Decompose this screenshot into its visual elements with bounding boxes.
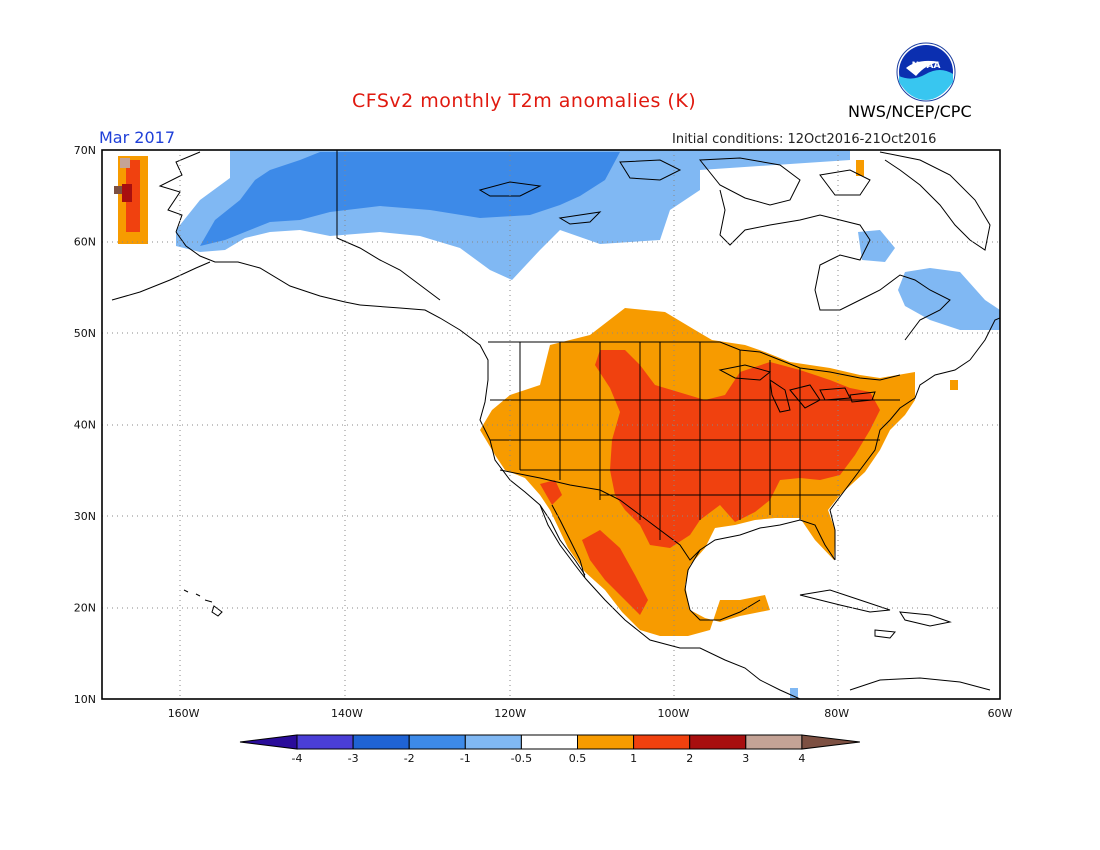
lat-label-40N: 40N (74, 419, 96, 432)
graticule (102, 150, 1000, 699)
colorbar-label: -0.5 (511, 752, 532, 765)
lon-label-160W: 160W (168, 707, 200, 720)
colorbar-box (520, 734, 579, 750)
lat-label-70N: 70N (74, 144, 96, 157)
lon-label-100W: 100W (658, 707, 690, 720)
lat-label-50N: 50N (74, 327, 96, 340)
colorbar-label: -4 (292, 752, 303, 765)
colorbar-box (745, 734, 803, 750)
colorbar-box (464, 734, 522, 750)
warm-region-strong (595, 350, 880, 548)
lat-label-20N: 20N (74, 602, 96, 615)
colorbar-label: 2 (686, 752, 693, 765)
colorbar-box (689, 734, 747, 750)
colorbar-low-arrow (239, 734, 298, 750)
colorbar-label: -3 (348, 752, 359, 765)
valid-month: Mar 2017 (99, 128, 175, 147)
initial-conditions: Initial conditions: 12Oct2016-21Oct2016 (672, 132, 937, 147)
colorbar-box (633, 734, 691, 750)
lon-label-80W: 80W (824, 707, 849, 720)
colorbar-label: 4 (798, 752, 805, 765)
colorbar-box (352, 734, 410, 750)
lat-label-30N: 30N (74, 510, 96, 523)
colorbar: -4 -3 -2 -1 -0.5 0.5 1 2 3 4 (239, 734, 860, 765)
colorbar-box (296, 734, 354, 750)
noaa-logo-icon: NOAA (896, 42, 956, 102)
siberia-hot-3 (114, 186, 122, 194)
newfoundland-warm (950, 380, 958, 390)
lon-label-60W: 60W (988, 707, 1013, 720)
colorbar-label: -1 (460, 752, 471, 765)
colorbar-label: 3 (742, 752, 749, 765)
warm-region-mexico-strong (582, 530, 648, 615)
siberia-hot-1 (122, 184, 132, 202)
cold-band-core (200, 152, 620, 246)
longitude-labels: 160W 140W 120W 100W 80W 60W (168, 707, 1013, 720)
lat-label-60N: 60N (74, 236, 96, 249)
lon-label-140W: 140W (331, 707, 363, 720)
cold-patch-hudson (858, 230, 895, 262)
siberia-warm-2 (126, 160, 140, 232)
colorbar-label: -2 (404, 752, 415, 765)
map-frame (101, 149, 1001, 700)
cold-patch-labrador (898, 268, 1000, 330)
cold-band-light (176, 150, 850, 280)
colorbar-box (408, 734, 466, 750)
colorbar-high-arrow (801, 734, 860, 750)
greenland-warm (856, 160, 864, 176)
colorbar-label: 1 (630, 752, 637, 765)
coastlines (111, 150, 1000, 699)
map-title: CFSv2 monthly T2m anomalies (K) (352, 90, 697, 112)
colorbar-box (577, 734, 635, 750)
colorbar-label: 0.5 (569, 752, 587, 765)
anomaly-field (114, 150, 1000, 698)
warm-region-light (480, 308, 915, 636)
siberia-hot-2 (120, 158, 130, 168)
lat-label-10N: 10N (74, 693, 96, 706)
warm-region-southwest-strong (540, 480, 562, 505)
agency-label: NWS/NCEP/CPC (848, 102, 972, 121)
siberia-warm-1 (118, 156, 148, 244)
logo-text: NOAA (912, 61, 941, 71)
panama-cold (790, 688, 798, 698)
lon-label-120W: 120W (494, 707, 526, 720)
latitude-labels: 70N 60N 50N 40N 30N 20N 10N (74, 144, 96, 706)
